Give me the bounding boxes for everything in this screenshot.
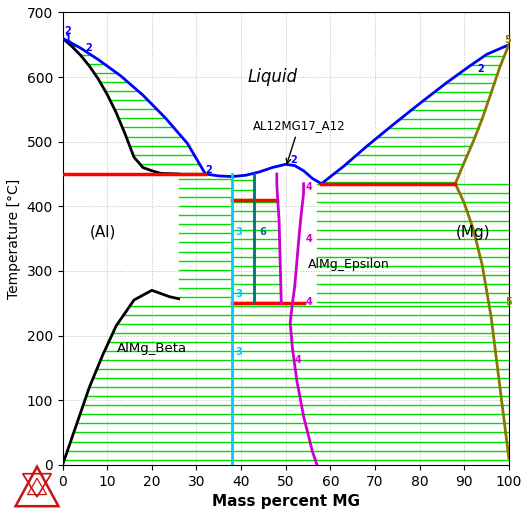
Text: 4: 4 [306,234,313,244]
Text: 1: 1 [65,34,71,43]
Text: (Mg): (Mg) [456,224,490,239]
Text: 5: 5 [505,297,512,307]
Text: Liquid: Liquid [248,68,297,86]
Text: 2: 2 [85,43,92,53]
Text: 3: 3 [236,347,242,357]
Text: AL12MG17_A12: AL12MG17_A12 [253,119,345,164]
Y-axis label: Temperature [°C]: Temperature [°C] [7,179,21,299]
Text: 4: 4 [306,297,313,307]
Text: 3: 3 [236,228,242,237]
Text: 2: 2 [478,64,485,74]
Text: 2: 2 [205,165,212,175]
Text: 4: 4 [306,182,313,192]
Text: 2: 2 [64,26,71,36]
Text: 3: 3 [236,289,242,299]
Text: AlMg_Beta: AlMg_Beta [117,342,187,355]
Text: AlMg_Epsilon: AlMg_Epsilon [308,258,390,271]
X-axis label: Mass percent MG: Mass percent MG [212,494,360,509]
Text: 2: 2 [290,155,297,165]
Text: 6: 6 [259,228,266,237]
Text: (Al): (Al) [89,224,116,239]
Text: 4: 4 [295,354,302,365]
Text: 5: 5 [505,35,511,45]
